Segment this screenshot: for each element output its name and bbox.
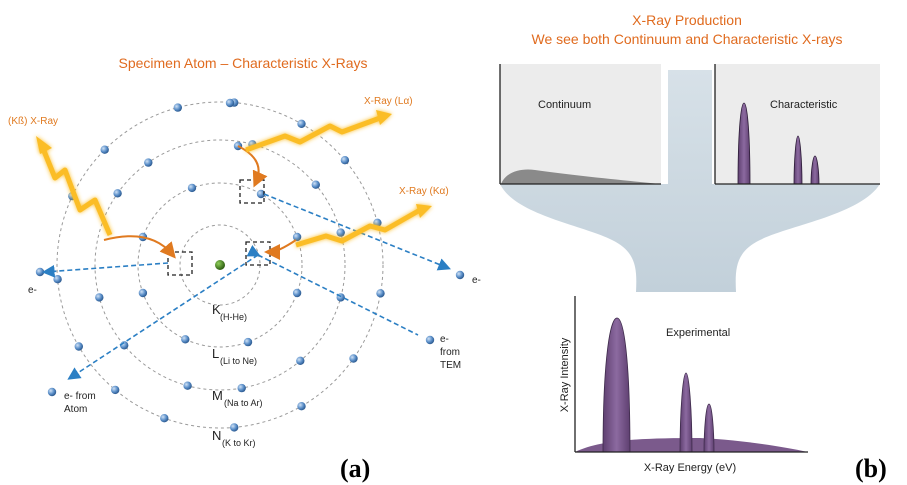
transition-left xyxy=(103,235,176,259)
electron xyxy=(138,288,148,298)
electron xyxy=(160,414,169,423)
char-peak-2 xyxy=(793,135,803,185)
label-e-tem-3: TEM xyxy=(440,360,461,371)
electron xyxy=(111,385,120,395)
shell-k-label: K xyxy=(212,302,221,317)
panel-b-label: (b) xyxy=(855,454,887,483)
panel-b-title-2: We see both Continuum and Characteristic… xyxy=(532,31,843,47)
electron xyxy=(35,267,45,277)
vacancy-k xyxy=(245,241,271,266)
label-e-tem-2: from xyxy=(440,347,460,358)
electron xyxy=(292,232,302,242)
electron xyxy=(256,189,266,199)
xray-kbeta-ray xyxy=(39,145,113,236)
electron xyxy=(425,335,435,345)
shell-m-sub: (Na to Ar) xyxy=(224,398,263,408)
continuum-curve xyxy=(501,169,660,184)
label-lalpha: X-Ray (Lα) xyxy=(364,96,413,107)
electron xyxy=(296,356,305,365)
electron xyxy=(183,381,192,390)
transition-m xyxy=(237,145,268,188)
xray-heads xyxy=(36,110,432,218)
transition-arrows xyxy=(103,145,297,260)
continuum-label: Continuum xyxy=(538,99,591,111)
electron xyxy=(230,423,239,432)
electron-shells xyxy=(56,101,384,429)
transition-k xyxy=(264,239,297,260)
electron xyxy=(292,288,302,298)
electron xyxy=(311,180,320,189)
label-kalpha: X-Ray (Kα) xyxy=(399,186,449,197)
shell-l-label: L xyxy=(212,346,219,361)
shell-n-label: N xyxy=(212,428,221,443)
panel-b-title-1: X-Ray Production xyxy=(632,12,742,28)
electron xyxy=(237,383,246,393)
xray-kbeta-head xyxy=(36,136,52,154)
label-e-left: e- xyxy=(28,285,37,296)
electron xyxy=(173,103,182,112)
label-e-atom: e- from xyxy=(64,391,96,402)
xray-rays xyxy=(39,115,422,248)
label-e-tem: e- xyxy=(440,334,449,345)
electrons xyxy=(35,98,465,432)
label-e-atom-2: Atom xyxy=(64,404,87,415)
xray-lalpha-head xyxy=(376,110,392,125)
electron xyxy=(95,293,104,302)
electron xyxy=(455,270,465,280)
char-peak-3 xyxy=(810,155,820,185)
funnel-arrow xyxy=(500,70,880,292)
nucleus xyxy=(215,260,225,270)
experimental-peaks xyxy=(602,317,715,453)
arrow-e-tem xyxy=(246,244,419,336)
panel-b: X-Ray Production We see both Continuum a… xyxy=(499,12,887,483)
electron xyxy=(74,342,84,351)
electron xyxy=(349,354,358,363)
characteristic-peaks xyxy=(737,102,820,185)
experimental-label: Experimental xyxy=(666,327,730,339)
electron xyxy=(100,145,109,154)
electron xyxy=(144,158,153,167)
shell-n-sub: (K to Kr) xyxy=(222,438,256,448)
electron xyxy=(376,289,385,298)
electron xyxy=(53,275,62,284)
panel-a: Specimen Atom – Characteristic X-Rays xyxy=(8,55,481,483)
char-peak-1 xyxy=(737,102,751,185)
panel-a-label: (a) xyxy=(340,454,370,483)
electron xyxy=(340,156,350,165)
electron xyxy=(181,335,190,344)
shell-m-ring xyxy=(94,139,346,391)
arrow-e-left xyxy=(41,262,169,278)
exp-peak-3 xyxy=(703,403,715,453)
electron xyxy=(47,387,57,397)
label-e-right: e- xyxy=(472,275,481,286)
electron xyxy=(243,337,253,347)
x-axis-label: X-Ray Energy (eV) xyxy=(644,462,736,474)
continuum-panel xyxy=(500,64,661,184)
electron xyxy=(225,98,235,108)
vacancy-m xyxy=(239,179,265,204)
xray-kalpha-ray xyxy=(295,207,422,248)
shell-k-sub: (H-He) xyxy=(220,312,247,322)
panel-a-title: Specimen Atom – Characteristic X-Rays xyxy=(119,55,368,71)
label-kbeta: (Kß) X-Ray xyxy=(8,116,58,127)
vacancy-l-left xyxy=(167,251,193,276)
electron xyxy=(113,189,122,198)
electron xyxy=(336,228,345,237)
y-axis-label: X-Ray Intensity xyxy=(559,337,571,412)
characteristic-label: Characteristic xyxy=(770,99,838,111)
shell-m-label: M xyxy=(212,388,223,403)
exp-peak-2 xyxy=(679,372,693,453)
xray-kalpha-head xyxy=(416,204,432,218)
arrow-e-atom xyxy=(67,254,259,380)
electron xyxy=(187,183,197,193)
shell-l-ring xyxy=(137,182,303,348)
xray-lalpha-ray xyxy=(245,115,381,153)
electron xyxy=(297,402,306,411)
shell-n-ring xyxy=(56,101,384,429)
shell-l-sub: (Li to Ne) xyxy=(220,356,257,366)
electron xyxy=(297,119,306,128)
exp-peak-1 xyxy=(602,317,631,453)
